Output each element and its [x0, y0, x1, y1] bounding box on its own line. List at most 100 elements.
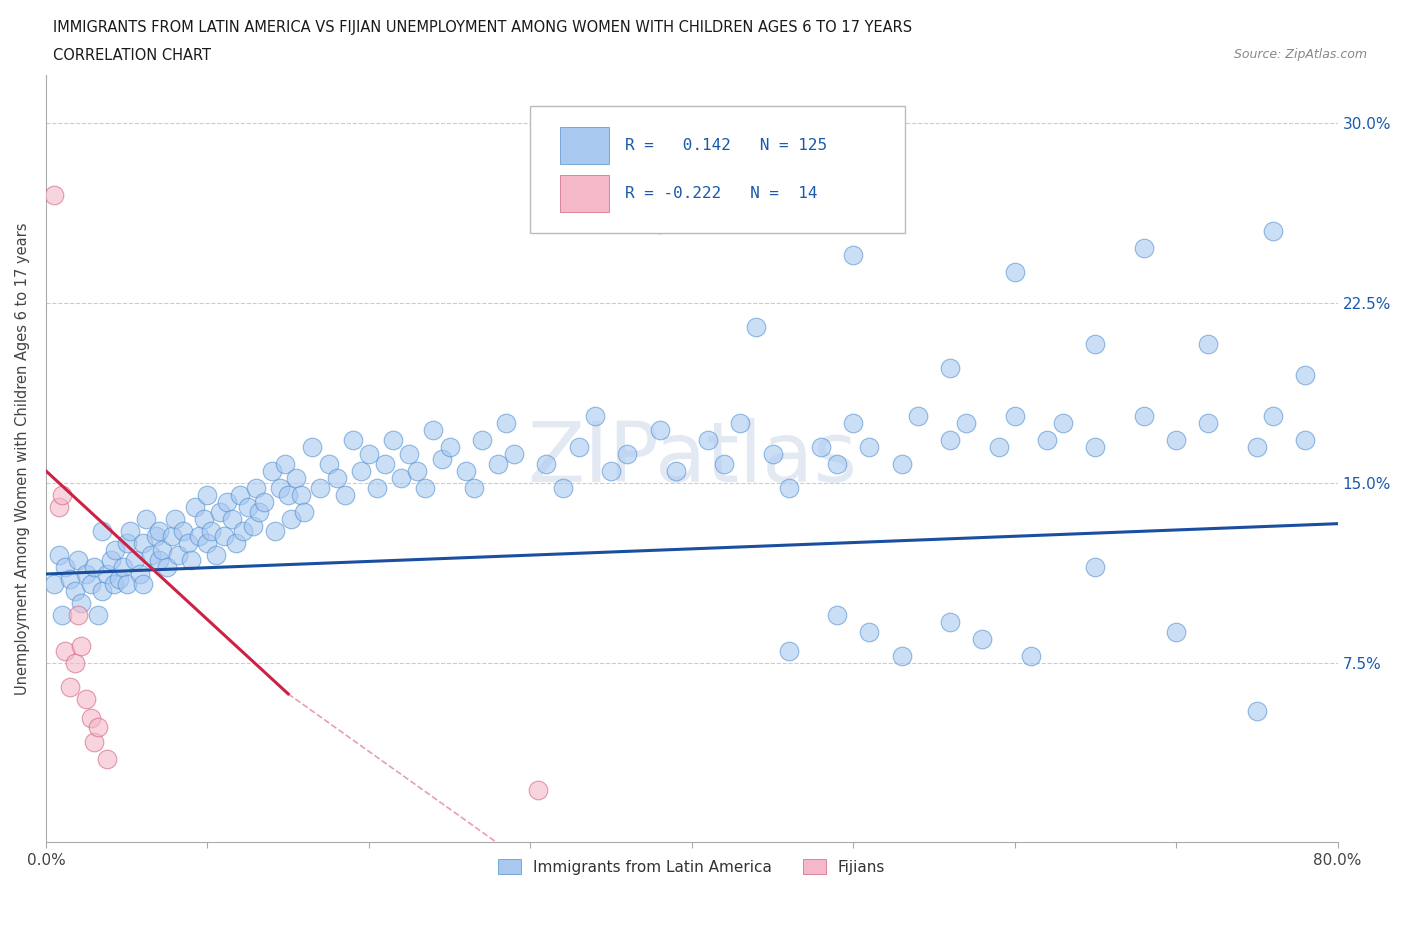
Point	[115, 577, 138, 591]
Text: CORRELATION CHART: CORRELATION CHART	[53, 48, 211, 63]
Legend: Immigrants from Latin America, Fijians: Immigrants from Latin America, Fijians	[492, 853, 891, 881]
Point	[398, 446, 420, 461]
Point	[713, 457, 735, 472]
Text: R =   0.142   N = 125: R = 0.142 N = 125	[624, 138, 827, 153]
Point	[53, 559, 76, 574]
Point	[389, 471, 412, 485]
Point	[80, 577, 103, 591]
Point	[761, 446, 783, 461]
Point	[583, 408, 606, 423]
Point	[167, 548, 190, 563]
Text: IMMIGRANTS FROM LATIN AMERICA VS FIJIAN UNEMPLOYMENT AMONG WOMEN WITH CHILDREN A: IMMIGRANTS FROM LATIN AMERICA VS FIJIAN …	[53, 20, 912, 35]
Point	[260, 463, 283, 478]
Point	[75, 566, 97, 581]
Point	[415, 480, 437, 495]
Point	[59, 679, 82, 694]
Point	[842, 247, 865, 262]
Point	[382, 432, 405, 447]
Point	[430, 452, 453, 467]
Point	[955, 416, 977, 431]
Point	[177, 536, 200, 551]
Point	[778, 644, 800, 658]
Point	[728, 416, 751, 431]
Point	[422, 423, 444, 438]
Point	[342, 432, 364, 447]
Point	[204, 548, 226, 563]
Point	[503, 446, 526, 461]
Point	[648, 217, 671, 232]
Point	[83, 735, 105, 750]
Y-axis label: Unemployment Among Women with Children Ages 6 to 17 years: Unemployment Among Women with Children A…	[15, 222, 30, 696]
Point	[236, 499, 259, 514]
Point	[527, 782, 550, 797]
Point	[350, 463, 373, 478]
Point	[1198, 337, 1220, 352]
Point	[53, 644, 76, 658]
Point	[128, 566, 150, 581]
Point	[1166, 432, 1188, 447]
Point	[91, 524, 114, 538]
Point	[366, 480, 388, 495]
Point	[939, 361, 962, 376]
Point	[165, 512, 187, 526]
Point	[858, 440, 880, 455]
Text: Source: ZipAtlas.com: Source: ZipAtlas.com	[1233, 48, 1367, 61]
Point	[197, 536, 219, 551]
Text: ZIPatlas: ZIPatlas	[527, 418, 856, 499]
Point	[987, 440, 1010, 455]
Point	[890, 648, 912, 663]
Point	[1084, 559, 1107, 574]
Point	[221, 512, 243, 526]
Point	[104, 542, 127, 557]
Point	[357, 446, 380, 461]
Point	[67, 552, 90, 567]
Point	[600, 463, 623, 478]
Point	[568, 440, 591, 455]
Point	[745, 320, 768, 335]
Point	[212, 528, 235, 543]
Point	[59, 571, 82, 586]
Point	[486, 457, 509, 472]
Point	[471, 432, 494, 447]
Point	[112, 559, 135, 574]
Point	[1294, 432, 1316, 447]
Point	[197, 487, 219, 502]
Point	[1198, 416, 1220, 431]
Point	[86, 607, 108, 622]
Point	[842, 416, 865, 431]
Point	[1004, 264, 1026, 279]
Bar	[560, 126, 609, 164]
Point	[1261, 224, 1284, 239]
Point	[858, 624, 880, 639]
Point	[290, 487, 312, 502]
Point	[301, 440, 323, 455]
Point	[150, 542, 173, 557]
Point	[277, 487, 299, 502]
Point	[264, 524, 287, 538]
Point	[1052, 416, 1074, 431]
Point	[616, 446, 638, 461]
Point	[80, 711, 103, 725]
Point	[285, 471, 308, 485]
Point	[269, 480, 291, 495]
Point	[42, 577, 65, 591]
Point	[193, 512, 215, 526]
Point	[70, 639, 93, 654]
Point	[1084, 337, 1107, 352]
Point	[225, 536, 247, 551]
Point	[115, 536, 138, 551]
Point	[1261, 408, 1284, 423]
Point	[697, 432, 720, 447]
Point	[939, 615, 962, 630]
Point	[536, 457, 558, 472]
Point	[96, 566, 118, 581]
Point	[48, 499, 70, 514]
Point	[463, 480, 485, 495]
Bar	[560, 175, 609, 212]
Point	[75, 691, 97, 706]
Point	[135, 512, 157, 526]
Point	[51, 607, 73, 622]
Point	[107, 571, 129, 586]
Point	[180, 552, 202, 567]
Point	[86, 720, 108, 735]
